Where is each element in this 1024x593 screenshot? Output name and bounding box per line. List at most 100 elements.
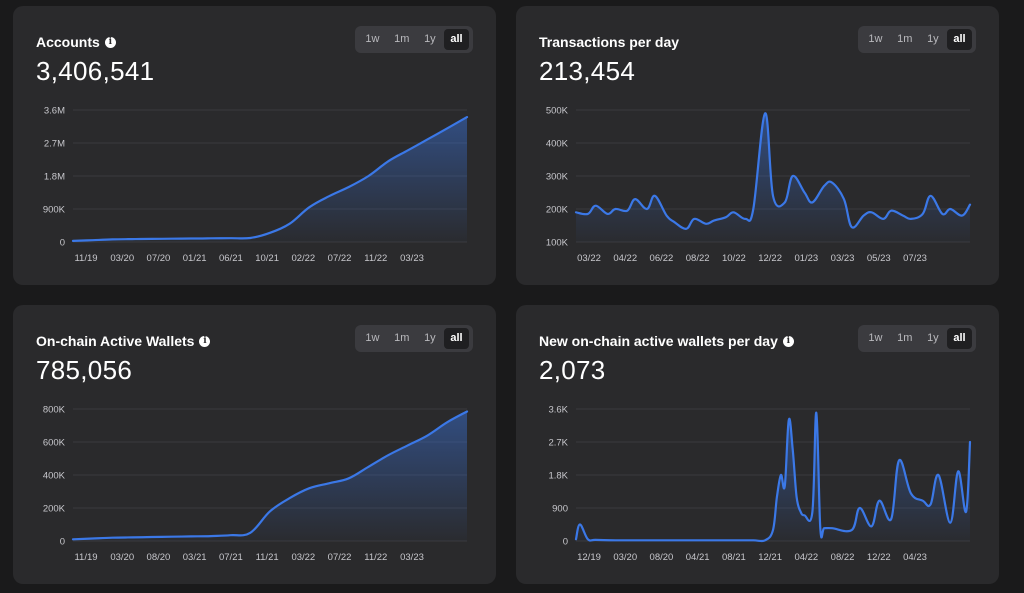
card-title-text: Transactions per day xyxy=(539,34,680,50)
series-line[interactable] xyxy=(71,410,469,541)
x-tick-label: 03/20 xyxy=(110,552,134,563)
y-tick-label: 2.7K xyxy=(548,438,568,449)
x-tick-label: 01/21 xyxy=(183,253,207,264)
y-tick-label: 0 xyxy=(60,238,65,249)
chart-card-3: On-chain Active Wallets i 785,056 1w 1m 1y all… xyxy=(13,305,496,584)
card-value: 213,454 xyxy=(539,56,636,86)
card-value: 2,073 xyxy=(539,355,606,385)
card-title-text: New on-chain active wallets per day xyxy=(539,333,778,349)
x-tick-label: 03/22 xyxy=(291,552,315,563)
x-tick-label: 06/22 xyxy=(650,253,674,264)
range-button-1w[interactable]: 1w xyxy=(365,33,380,45)
range-button-1m[interactable]: 1m xyxy=(897,33,913,45)
card-value: 785,056 xyxy=(36,355,133,385)
series-area xyxy=(576,412,970,542)
chart-svg: 100K 200K 300K 400K 500K 03/22 04/22 06/22 08/22… xyxy=(546,106,972,264)
y-tick-label: 3.6M xyxy=(44,106,65,117)
y-tick-label: 500K xyxy=(546,106,569,117)
x-tick-label: 07/22 xyxy=(328,253,352,264)
info-icon[interactable]: i xyxy=(782,335,794,347)
chart-svg: 0 200K 400K 600K 800K 11/19 03/20 08/20 03/21 07/… xyxy=(43,405,469,563)
range-button-1y[interactable]: 1y xyxy=(424,33,436,45)
range-button-1y[interactable]: 1y xyxy=(424,332,436,344)
range-button-1w[interactable]: 1w xyxy=(868,33,883,45)
series-area xyxy=(73,411,467,541)
y-tick-label: 600K xyxy=(43,438,66,449)
x-tick-label: 07/21 xyxy=(219,552,243,563)
x-tick-label: 04/22 xyxy=(613,253,637,264)
range-button-all[interactable]: all xyxy=(444,328,469,349)
x-tick-label: 12/19 xyxy=(577,552,601,563)
series-line[interactable] xyxy=(574,112,972,230)
card-title: Accounts i xyxy=(36,34,116,50)
card-value: 3,406,541 xyxy=(36,56,155,86)
x-tick-label: 11/22 xyxy=(364,253,387,264)
time-range-selector: 1w 1m 1y all xyxy=(858,325,976,352)
chart-svg: 0 900K 1.8M 2.7M 3.6M 11/19 03/20 07/20 01/21 06/… xyxy=(43,106,469,264)
x-tick-label: 07/20 xyxy=(147,253,171,264)
y-tick-label: 800K xyxy=(43,405,66,416)
x-tick-label: 06/21 xyxy=(219,253,243,264)
x-tick-label: 03/21 xyxy=(183,552,207,563)
chart-svg: 0 900 1.8K 2.7K 3.6K 12/19 03/20 08/20 04/21 08/2… xyxy=(548,405,972,563)
x-tick-label: 04/22 xyxy=(794,552,818,563)
range-button-1y[interactable]: 1y xyxy=(927,332,939,344)
time-range-selector: 1w 1m 1y all xyxy=(858,26,976,53)
range-button-1m[interactable]: 1m xyxy=(897,332,913,344)
info-icon[interactable]: i xyxy=(104,36,116,48)
x-tick-label: 08/22 xyxy=(686,253,710,264)
x-tick-label: 07/22 xyxy=(328,552,352,563)
x-tick-label: 05/23 xyxy=(867,253,891,264)
chart-card-4: New on-chain active wallets per day i 2,07… xyxy=(516,305,999,584)
card-title: On-chain Active Wallets i xyxy=(36,333,211,349)
x-tick-label: 03/20 xyxy=(613,552,637,563)
y-tick-label: 100K xyxy=(546,238,569,249)
y-tick-label: 1.8M xyxy=(44,172,65,183)
x-tick-label: 03/23 xyxy=(400,253,424,264)
x-tick-label: 11/19 xyxy=(74,253,97,264)
range-button-all[interactable]: all xyxy=(444,29,469,50)
x-tick-label: 08/21 xyxy=(722,552,746,563)
y-tick-label: 200K xyxy=(546,205,569,216)
x-tick-label: 11/21 xyxy=(256,552,279,563)
x-tick-label: 02/22 xyxy=(291,253,315,264)
info-icon[interactable]: i xyxy=(199,335,211,347)
x-tick-label: 12/22 xyxy=(758,253,782,264)
y-tick-label: 400K xyxy=(546,139,569,150)
range-button-1y[interactable]: 1y xyxy=(927,33,939,45)
y-tick-label: 2.7M xyxy=(44,139,65,150)
x-tick-label: 08/22 xyxy=(831,552,855,563)
x-tick-label: 10/22 xyxy=(722,253,746,264)
x-tick-label: 07/23 xyxy=(903,253,927,264)
x-tick-label: 04/21 xyxy=(686,552,710,563)
x-tick-label: 03/20 xyxy=(110,253,134,264)
time-range-selector: 1w 1m 1y all xyxy=(355,26,473,53)
x-tick-label: 08/20 xyxy=(650,552,674,563)
chart-card-1: Accounts i 3,406,541 1w 1m 1y all 0 900K 1.8M 2.7M… xyxy=(13,6,496,285)
range-button-all[interactable]: all xyxy=(947,29,972,50)
range-button-1w[interactable]: 1w xyxy=(868,332,883,344)
time-range-selector: 1w 1m 1y all xyxy=(355,325,473,352)
range-button-all[interactable]: all xyxy=(947,328,972,349)
x-tick-label: 03/23 xyxy=(831,253,855,264)
x-tick-label: 11/19 xyxy=(74,552,97,563)
range-button-1w[interactable]: 1w xyxy=(365,332,380,344)
series-line[interactable] xyxy=(71,116,469,242)
x-tick-label: 03/22 xyxy=(577,253,601,264)
y-tick-label: 900 xyxy=(552,504,568,515)
chart-card-2: Transactions per day 213,454 1w 1m 1y all 100K… xyxy=(516,6,999,285)
series-area xyxy=(576,113,970,243)
x-tick-label: 03/23 xyxy=(400,552,424,563)
y-tick-label: 1.8K xyxy=(548,471,568,482)
y-tick-label: 3.6K xyxy=(548,405,568,416)
y-tick-label: 400K xyxy=(43,471,66,482)
card-title: Transactions per day xyxy=(539,34,679,50)
y-tick-label: 900K xyxy=(43,205,66,216)
y-tick-label: 0 xyxy=(60,537,65,548)
x-tick-label: 12/22 xyxy=(867,552,891,563)
range-button-1m[interactable]: 1m xyxy=(394,332,410,344)
y-tick-label: 300K xyxy=(546,172,569,183)
range-button-1m[interactable]: 1m xyxy=(394,33,410,45)
y-tick-label: 0 xyxy=(563,537,568,548)
series-line[interactable] xyxy=(574,411,972,543)
